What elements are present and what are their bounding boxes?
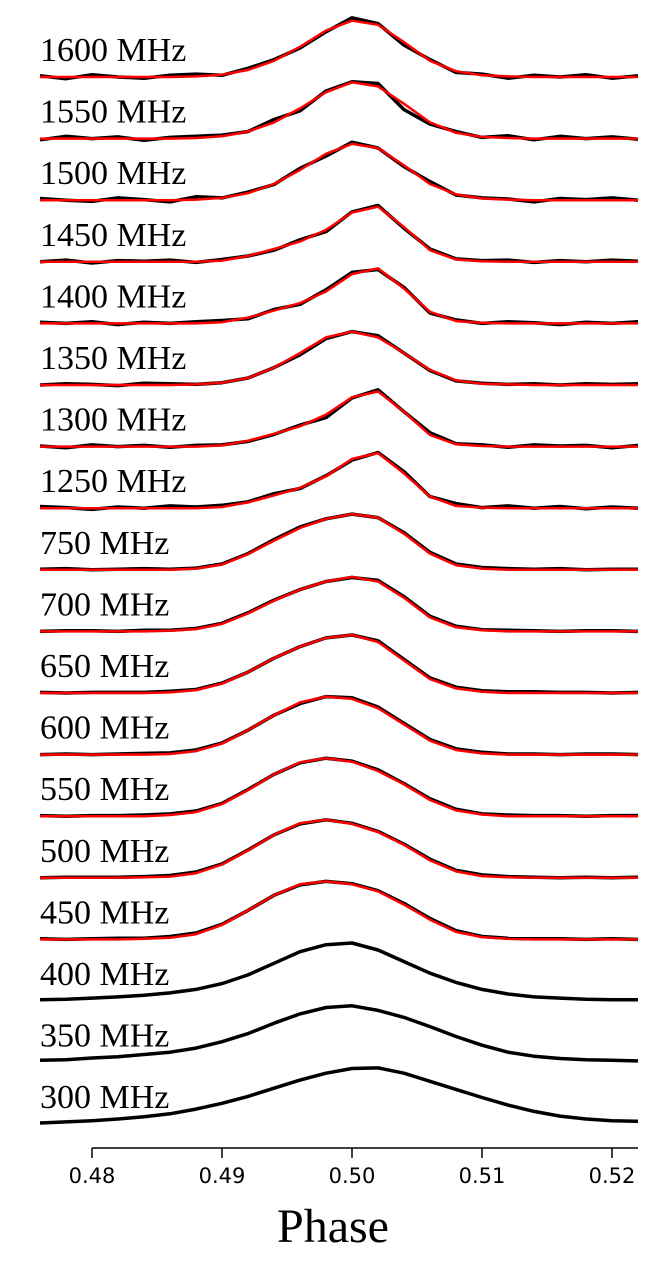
fit-line bbox=[40, 267, 638, 325]
x-tick-label: 0.51 bbox=[459, 1164, 506, 1188]
series-label: 600 MHz bbox=[40, 710, 169, 747]
series-label: 700 MHz bbox=[40, 586, 169, 623]
series-label: 500 MHz bbox=[40, 833, 169, 870]
series-label: 400 MHz bbox=[40, 956, 169, 993]
x-tick-label: 0.49 bbox=[199, 1164, 246, 1188]
series-label: 650 MHz bbox=[40, 648, 169, 685]
series-label: 1500 MHz bbox=[40, 155, 186, 192]
series-label: 1550 MHz bbox=[40, 94, 186, 131]
series-label: 1350 MHz bbox=[40, 340, 186, 377]
profile-line bbox=[39, 941, 638, 1002]
fit-line bbox=[40, 142, 638, 202]
series-label: 450 MHz bbox=[40, 894, 169, 931]
fit-line bbox=[40, 695, 638, 756]
series-label: 1450 MHz bbox=[40, 217, 186, 254]
fit-line bbox=[40, 575, 638, 633]
series-label: 1400 MHz bbox=[40, 278, 186, 315]
fit-line bbox=[40, 756, 638, 818]
series-label: 750 MHz bbox=[40, 525, 169, 562]
profile-line bbox=[39, 1004, 639, 1063]
x-tick-label: 0.50 bbox=[329, 1164, 376, 1188]
fit-line bbox=[40, 19, 638, 79]
fit-line bbox=[40, 818, 638, 880]
fit-line bbox=[40, 205, 638, 264]
fit-line bbox=[40, 390, 638, 448]
x-tick-label: 0.48 bbox=[69, 1164, 116, 1188]
series-label: 350 MHz bbox=[40, 1018, 169, 1055]
series-label: 550 MHz bbox=[40, 771, 169, 808]
x-axis-label: Phase bbox=[277, 1200, 389, 1253]
fit-line bbox=[40, 633, 638, 695]
series-label: 300 MHz bbox=[40, 1079, 169, 1116]
fit-line bbox=[40, 880, 638, 941]
fit-line bbox=[40, 512, 638, 572]
series-label: 1600 MHz bbox=[40, 32, 186, 69]
fit-line bbox=[40, 330, 638, 387]
x-tick-label: 0.52 bbox=[589, 1164, 636, 1188]
series-label: 1300 MHz bbox=[40, 402, 186, 439]
profile-line bbox=[39, 1066, 639, 1125]
series-label: 1250 MHz bbox=[40, 463, 186, 500]
fit-line bbox=[40, 81, 638, 140]
fit-line bbox=[40, 451, 638, 510]
